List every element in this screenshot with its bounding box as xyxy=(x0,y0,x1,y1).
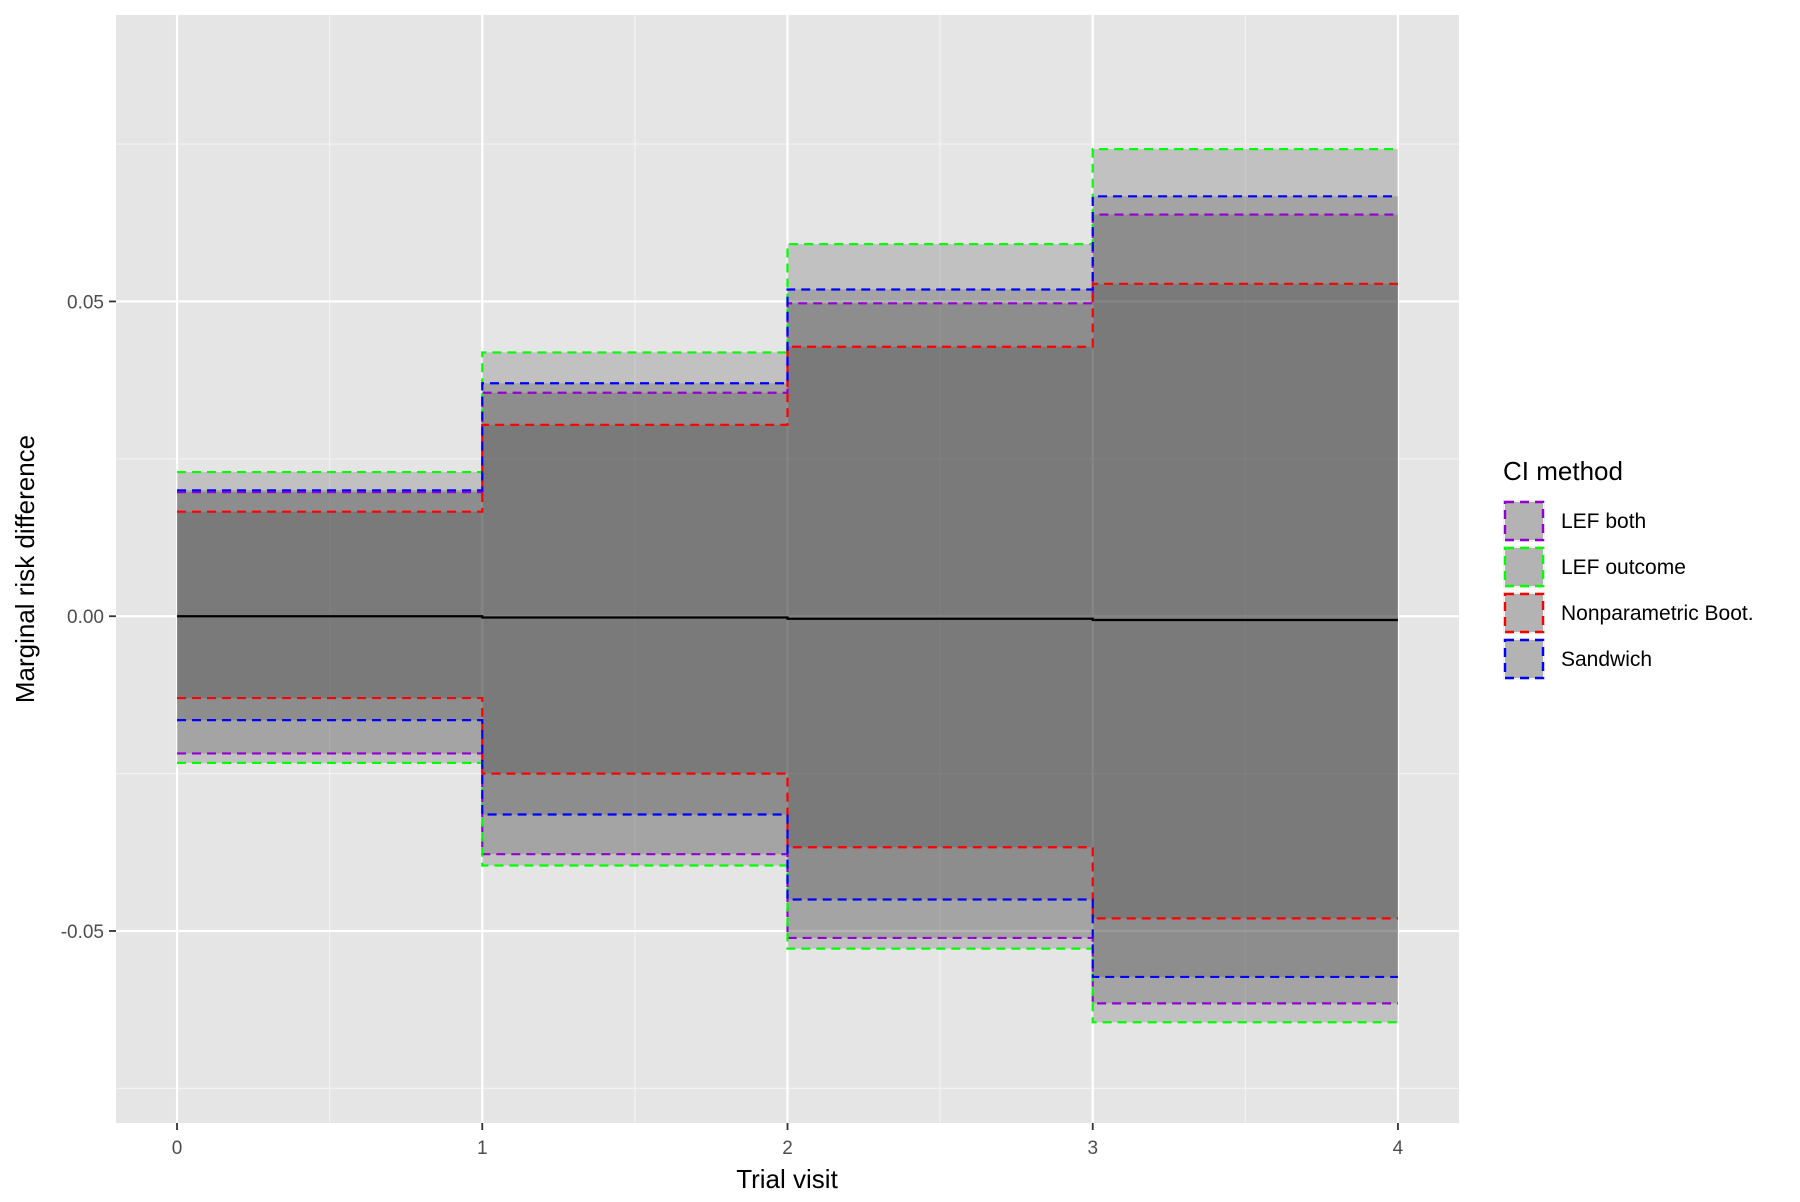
legend-title: CI method xyxy=(1503,456,1623,486)
x-axis-title: Trial visit xyxy=(736,1164,838,1194)
legend-label-lef-outcome: LEF outcome xyxy=(1561,556,1686,579)
x-tick-label: 0 xyxy=(172,1138,183,1159)
x-tick-label: 1 xyxy=(477,1138,488,1159)
x-tick-label: 3 xyxy=(1087,1138,1098,1159)
legend-label-nonparametric-boot: Nonparametric Boot. xyxy=(1561,602,1754,625)
ci-bounds xyxy=(177,147,1398,1024)
legend: CI method LEF both LEF outcome Nonparametr… xyxy=(1503,456,1754,680)
legend-key-sandwich xyxy=(1503,638,1545,680)
legend-label-sandwich: Sandwich xyxy=(1561,648,1652,671)
x-axis: 0 1 2 3 4 xyxy=(172,1123,1404,1159)
legend-key-nonparametric-boot xyxy=(1503,592,1545,634)
x-tick-label: 4 xyxy=(1393,1138,1404,1159)
legend-key-lef-both xyxy=(1503,500,1545,542)
y-tick-label: 0.00 xyxy=(67,607,104,628)
y-axis-title: Marginal risk difference xyxy=(10,435,40,703)
estimate-step-line xyxy=(177,615,1398,622)
ci-upper-nonparametric-boot xyxy=(177,282,1398,513)
estimate-line xyxy=(177,615,1398,622)
ci-lower-nonparametric-boot xyxy=(177,696,1398,920)
ci-upper-sandwich xyxy=(177,195,1398,492)
ci-lower-sandwich xyxy=(177,718,1398,979)
y-tick-label: 0.05 xyxy=(67,292,104,313)
y-tick-label: -0.05 xyxy=(61,922,104,943)
legend-key-lef-outcome xyxy=(1503,546,1545,588)
x-tick-label: 2 xyxy=(782,1138,793,1159)
y-axis: -0.05 0.00 0.05 xyxy=(61,292,116,943)
legend-label-lef-both: LEF both xyxy=(1561,510,1646,533)
